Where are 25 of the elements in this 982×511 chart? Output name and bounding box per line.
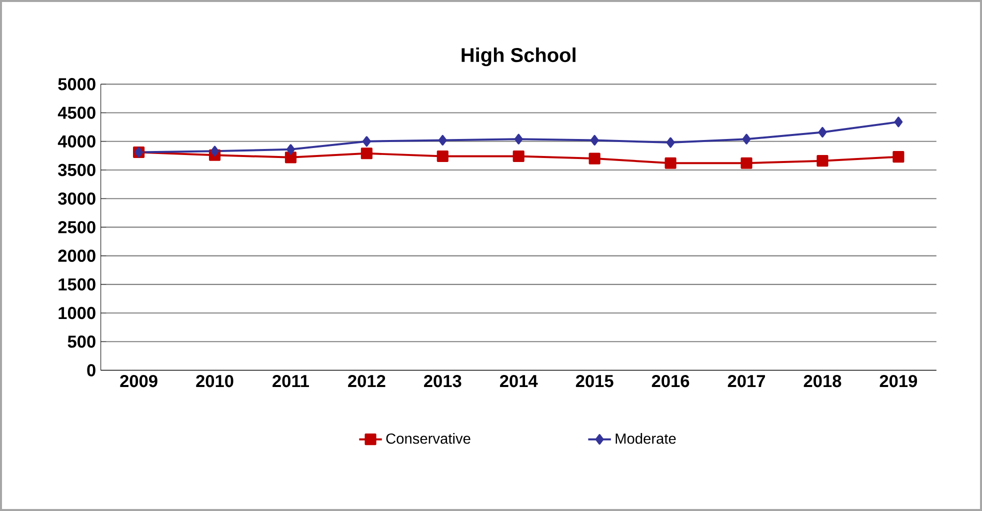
x-tick-label: 2015 [576, 374, 614, 388]
y-tick-label: 3500 [58, 164, 96, 176]
y-tick-label: 1500 [58, 278, 96, 291]
x-tick-label: 2010 [196, 374, 234, 388]
x-tick-label: 2009 [120, 374, 158, 388]
x-tick-label: 2017 [728, 374, 765, 388]
y-tick-label: 3000 [58, 192, 96, 205]
x-tick-label: 2014 [500, 374, 538, 388]
y-tick-label: 0 [87, 364, 96, 376]
chart-title: High School [462, 47, 576, 66]
y-tick-label: 4000 [58, 135, 96, 148]
y-tick-label: 500 [68, 336, 96, 348]
x-tick-label: 2016 [652, 374, 690, 388]
x-tick-label: 2013 [424, 374, 462, 388]
y-tick-label: 2500 [58, 221, 96, 234]
y-tick-label: 1000 [58, 306, 96, 320]
x-tick-label: 2011 [272, 374, 309, 388]
x-tick-label: 2012 [348, 374, 386, 388]
x-tick-label: 2018 [804, 374, 842, 388]
x-tick-label: 2019 [880, 374, 918, 388]
legend-label: Moderate [616, 433, 676, 444]
y-tick-label: 4500 [58, 106, 96, 119]
y-tick-label: 5000 [58, 78, 96, 90]
y-tick-label: 2000 [58, 250, 96, 262]
legend-label: Conservative [386, 433, 470, 444]
